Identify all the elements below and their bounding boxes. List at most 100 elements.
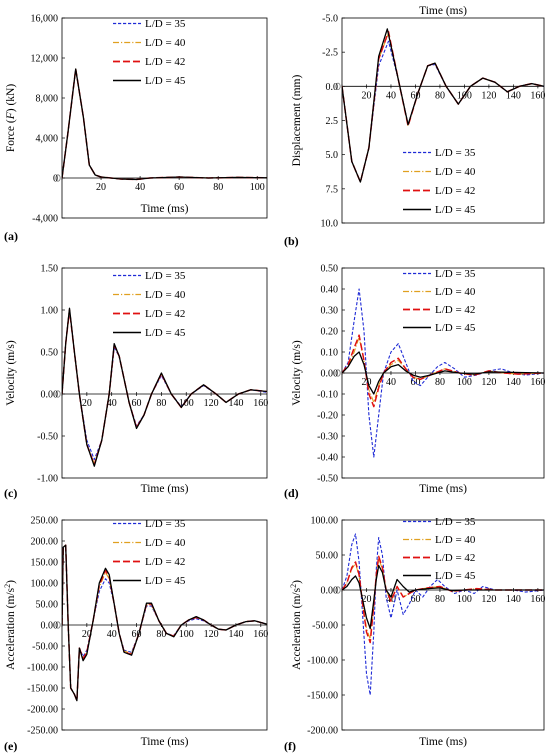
y-tick-label: 0.20 [321, 327, 339, 338]
y-axis-label: Velocity (m/s) [291, 340, 303, 406]
y-tick-label: 0.00 [321, 369, 339, 380]
y-tick-label: 1.50 [41, 264, 59, 275]
x-tick-label: 60 [132, 398, 142, 409]
x-tick-label: 120 [204, 398, 219, 409]
y-tick-label: 16,000 [31, 14, 59, 25]
y-tick-label: -150.00 [307, 691, 338, 702]
x-tick-label: 100 [179, 629, 194, 640]
x-tick-label: 100 [457, 377, 472, 388]
y-tick-label: 0.50 [321, 264, 339, 275]
y-axis-label: Acceleration (m/s2) [289, 580, 304, 670]
series-line [342, 30, 544, 183]
legend-label: L/D = 45 [145, 327, 186, 339]
x-tick-label: 140 [506, 594, 521, 605]
legend-label: L/D = 42 [435, 185, 475, 197]
y-tick-label: 0.00 [321, 586, 339, 597]
x-tick-label: 80 [213, 182, 223, 193]
legend-label: L/D = 45 [435, 322, 476, 334]
legend: L/D = 35 L/D = 40 L/D = 42 L/D = 45 [403, 147, 476, 216]
x-tick-label: 100 [457, 594, 472, 605]
legend-label: L/D = 45 [435, 204, 476, 216]
x-tick-label: 40 [386, 377, 396, 388]
x-axis-label: Time (ms) [419, 483, 467, 495]
x-tick-label: 140 [228, 629, 243, 640]
axis-handle-marker [55, 390, 61, 398]
chart-panel-5: -200.00 -150.00 -100.00 -50.00 0.00 50.00 100.… [284, 516, 545, 754]
y-tick-label: -0.50 [37, 432, 58, 443]
series-line [342, 351, 544, 395]
x-axis-label: Time (ms) [141, 203, 189, 215]
legend-label: L/D = 42 [435, 552, 475, 564]
plot-frame [61, 17, 268, 219]
x-tick-label: 60 [174, 182, 184, 193]
chart-panel-0: -4,000 0 4,000 8,000 12,000 16,000 20 40 60 80 100… [4, 14, 268, 243]
x-tick-label: 100 [250, 182, 265, 193]
legend-label: L/D = 42 [145, 56, 185, 68]
y-tick-label: -150.00 [27, 684, 58, 695]
legend-label: L/D = 40 [145, 537, 186, 549]
y-tick-label: 50.00 [36, 600, 59, 611]
series-line [342, 334, 544, 408]
y-tick-label: 8,000 [36, 94, 59, 105]
y-tick-label: 0 [53, 174, 58, 185]
y-tick-label: -2.5 [322, 48, 338, 59]
y-tick-label: 250.00 [31, 516, 59, 527]
legend-label: L/D = 40 [145, 37, 186, 49]
y-tick-label: 5.0 [326, 150, 339, 161]
chart-panel-2: -1.00 -0.50 0.00 0.50 1.00 1.50 20 40 60 80 100 120… [4, 264, 268, 501]
x-tick-label: 160 [253, 398, 268, 409]
series-line [62, 68, 267, 181]
panel-label: (f) [284, 739, 296, 753]
y-tick-label: -200.00 [307, 726, 338, 737]
x-tick-label: 160 [530, 90, 545, 101]
panel-label: (a) [4, 229, 18, 243]
x-axis-label: Time (ms) [141, 736, 189, 748]
y-tick-label: -0.50 [317, 474, 338, 485]
legend-label: L/D = 35 [145, 270, 186, 282]
y-tick-label: 12,000 [31, 54, 59, 65]
axis-handle-marker [55, 174, 61, 182]
legend-label: L/D = 40 [435, 286, 476, 298]
y-tick-label: -0.10 [317, 390, 338, 401]
x-tick-label: 160 [530, 594, 545, 605]
legend-label: L/D = 35 [435, 147, 476, 159]
y-tick-label: 10.0 [321, 219, 339, 230]
legend: L/D = 35 L/D = 40 L/D = 42 L/D = 45 [113, 18, 186, 87]
y-tick-label: 0.50 [41, 348, 59, 359]
panel-label: (d) [284, 486, 299, 500]
legend: L/D = 35 L/D = 40 L/D = 42 L/D = 45 [403, 268, 476, 334]
series-line [62, 544, 267, 702]
legend-label: L/D = 40 [145, 289, 186, 301]
x-tick-label: 80 [435, 90, 445, 101]
series-line [342, 533, 544, 696]
legend-label: L/D = 42 [145, 308, 185, 320]
y-tick-label: -0.20 [317, 411, 338, 422]
legend-label: L/D = 35 [435, 516, 476, 528]
y-axis-label: Displacement (mm) [291, 75, 303, 167]
series-line [342, 32, 544, 183]
legend-label: L/D = 45 [435, 570, 476, 582]
axis-handle-marker [335, 369, 341, 377]
x-axis-label: Time (ms) [141, 483, 189, 495]
x-tick-label: 60 [132, 629, 142, 640]
y-axis-label: Force (F) (kN) [5, 84, 17, 153]
y-tick-label: -100.00 [307, 656, 338, 667]
y-tick-label: 0.30 [321, 306, 339, 317]
x-tick-label: 80 [435, 594, 445, 605]
x-tick-label: 20 [82, 398, 92, 409]
legend: L/D = 35 L/D = 40 L/D = 42 L/D = 45 [403, 516, 476, 582]
y-tick-label: -50.00 [312, 621, 338, 632]
y-tick-label: 100.00 [31, 579, 59, 590]
x-tick-label: 40 [386, 90, 396, 101]
legend: L/D = 35 L/D = 40 L/D = 42 L/D = 45 [113, 518, 186, 587]
x-tick-label: 20 [82, 629, 92, 640]
x-tick-label: 40 [107, 629, 117, 640]
x-tick-label: 160 [253, 629, 268, 640]
y-tick-label: 2.5 [326, 116, 339, 127]
y-tick-label: 0.0 [326, 82, 339, 93]
x-tick-label: 80 [156, 398, 166, 409]
x-tick-label: 140 [228, 398, 243, 409]
x-tick-label: 120 [481, 377, 496, 388]
x-tick-label: 140 [506, 377, 521, 388]
series-line [342, 28, 544, 183]
